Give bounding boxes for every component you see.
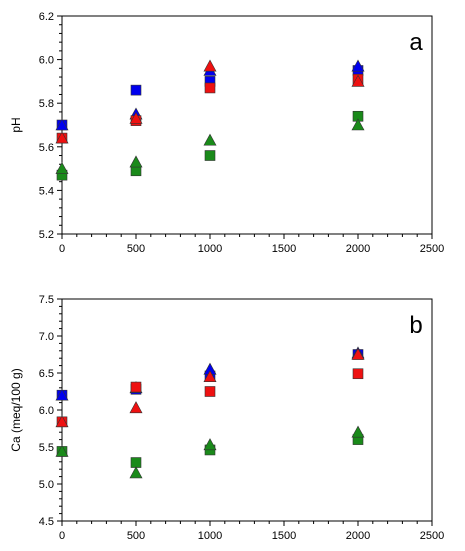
plot-frame — [61, 298, 433, 522]
x-tick-label: 1500 — [272, 530, 296, 542]
data-point-triangle — [203, 59, 217, 72]
y-tick-label: 5.6 — [39, 142, 54, 154]
y-tick-label: 4.5 — [39, 516, 54, 528]
data-point-square — [352, 368, 364, 380]
data-point-square — [204, 82, 216, 94]
data-point-square — [130, 457, 142, 468]
data-point-triangle — [351, 118, 365, 131]
y-tick-label: 5.5 — [39, 442, 54, 454]
data-point-triangle — [55, 131, 69, 144]
y-tick-label: 7.5 — [39, 294, 54, 306]
data-point-triangle — [55, 444, 69, 457]
panel-letter: b — [409, 312, 422, 339]
y-tick-label: 6.0 — [39, 405, 54, 417]
x-tick-label: 1000 — [198, 243, 222, 255]
x-tick-label: 2000 — [346, 243, 370, 255]
data-point-triangle — [351, 347, 365, 360]
y-axis-label: pH — [9, 117, 23, 132]
data-point-square — [204, 386, 216, 397]
y-tick-label: 6.5 — [39, 368, 54, 380]
y-tick-label: 5.4 — [39, 185, 54, 197]
y-tick-label: 5.2 — [39, 229, 54, 241]
panel-b: 0 500 1000 1500 2000 2500 4.5 5.0 5.5 6.0 6.5 7.0 7.… — [9, 294, 444, 542]
y-axis-label: Ca (meq/100 g) — [9, 368, 23, 451]
data-point-triangle — [129, 155, 143, 168]
data-point-triangle — [129, 111, 143, 124]
panel-a: 0 500 1000 1500 2000 2500 5.2 5.4 5.6 5.8 6.0 6.2 pH… — [9, 11, 444, 255]
y-tick-label: 5.8 — [39, 98, 54, 110]
data-point-triangle — [55, 415, 69, 428]
y-tick-label: 6.0 — [39, 55, 54, 67]
data-point-triangle — [203, 133, 217, 146]
x-tick-label: 2000 — [346, 530, 370, 542]
data-point-triangle — [129, 466, 143, 479]
panel-letter: a — [409, 29, 423, 56]
x-tick-label: 1500 — [272, 243, 296, 255]
data-point-triangle — [55, 118, 69, 131]
x-tick-label: 500 — [127, 243, 145, 255]
y-tick-label: 5.0 — [39, 479, 54, 491]
data-point-triangle — [129, 401, 143, 414]
x-tick-label: 500 — [127, 530, 145, 542]
data-point-square — [204, 150, 216, 161]
y-tick-label: 6.2 — [39, 11, 54, 23]
data-point-triangle — [203, 438, 217, 451]
data-point-triangle — [203, 370, 217, 383]
data-point-triangle — [351, 74, 365, 87]
x-tick-label: 2500 — [420, 243, 444, 255]
data-point-triangle — [351, 59, 365, 72]
data-point-square — [130, 381, 142, 393]
data-point-triangle — [351, 425, 365, 438]
y-tick-label: 7.0 — [39, 331, 54, 343]
plot-frame — [61, 15, 433, 235]
x-tick-label: 1000 — [198, 530, 222, 542]
data-point-square — [130, 84, 142, 96]
data-point-triangle — [55, 388, 69, 401]
x-tick-label: 0 — [59, 530, 65, 542]
data-point-triangle — [55, 161, 69, 174]
x-tick-label: 2500 — [420, 530, 444, 542]
x-tick-label: 0 — [59, 243, 65, 255]
